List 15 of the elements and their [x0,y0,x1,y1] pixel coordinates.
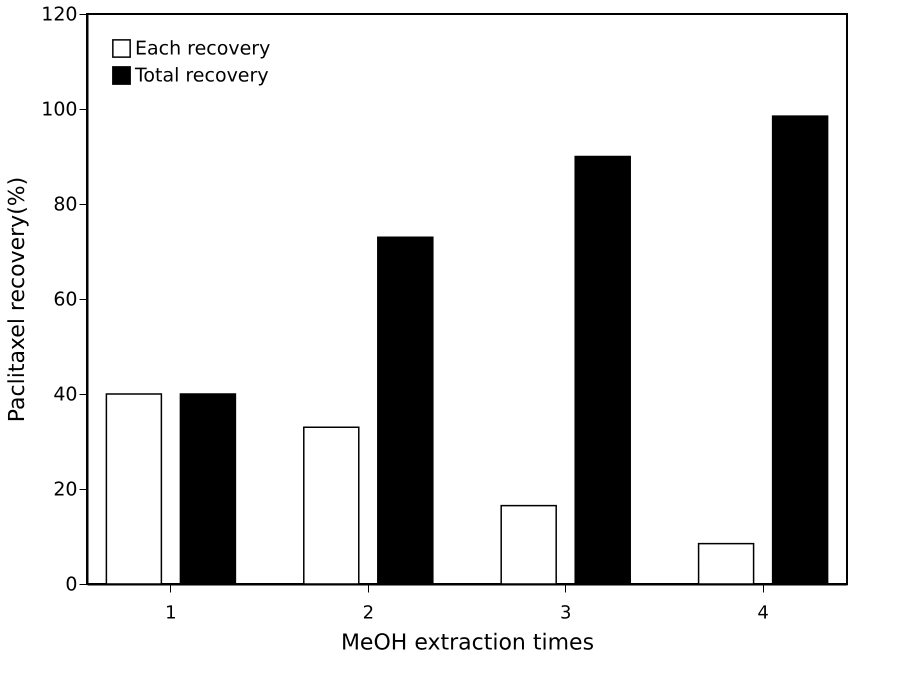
y-tick-label: 0 [65,574,78,596]
legend-label: Each recovery [135,38,270,60]
y-tick-label: 80 [53,194,78,216]
legend-label: Total recovery [134,64,269,86]
y-tick-label: 120 [41,4,78,26]
x-tick-label: 4 [757,602,769,624]
y-tick-label: 60 [53,288,78,310]
x-tick-label: 1 [165,602,177,624]
x-tick-label: 3 [560,602,572,624]
y-tick-label: 100 [41,98,78,120]
x-axis-title: MeOH extraction times [340,630,594,656]
x-tick-label: 2 [362,602,374,624]
y-tick-label: 40 [53,384,78,406]
y-tick-label: 20 [53,478,78,500]
y-axis-title: Paclitaxel recovery(%) [5,176,30,422]
